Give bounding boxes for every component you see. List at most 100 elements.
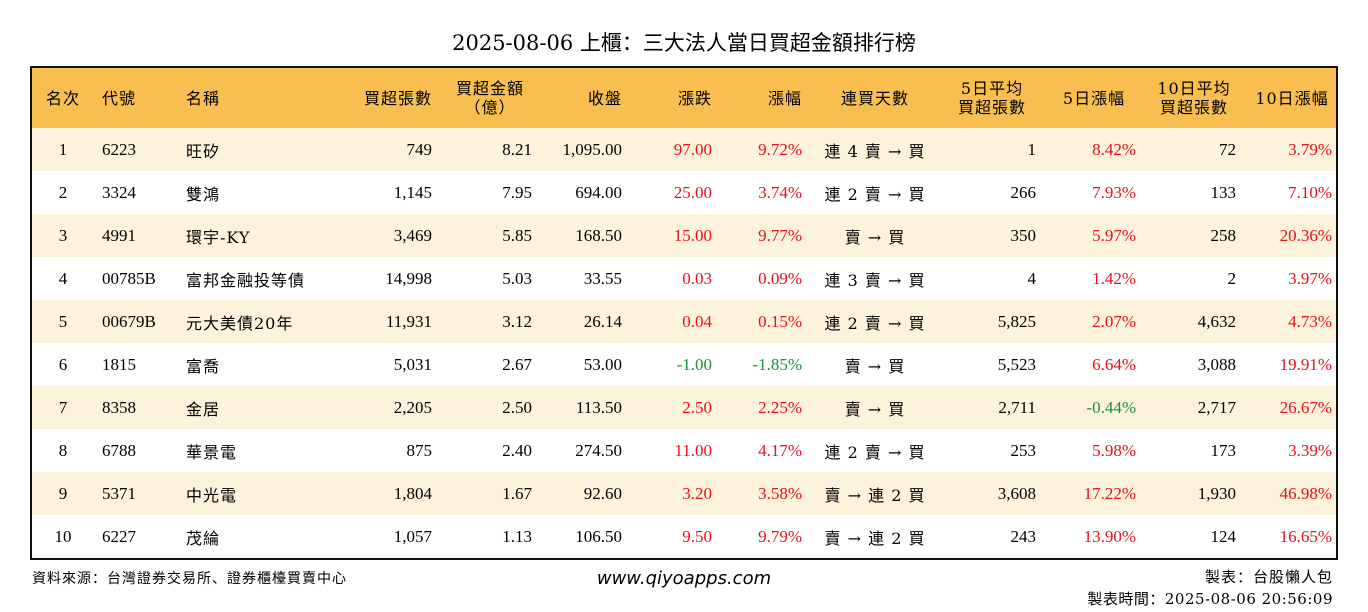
cell-shares: 14,998: [385, 268, 432, 288]
cell-rank: 5: [58, 311, 68, 331]
cell-avg10: 258: [1210, 225, 1237, 245]
cell-pct10: 4.73%: [1288, 311, 1332, 331]
cell-pct: 3.58%: [758, 483, 802, 503]
data-source-note: 資料來源：台灣證券交易所、證券櫃檯買賣中心: [32, 571, 347, 587]
cell-pct10: 3.79%: [1288, 139, 1332, 159]
col-header-avg5-line2: 買超張數: [957, 98, 1026, 117]
cell-change: 11.00: [674, 440, 712, 460]
cell-pct: 4.17%: [758, 440, 802, 460]
cell-rank: 2: [58, 182, 68, 202]
cell-amount: 2.67: [502, 354, 532, 374]
cell-rank: 3: [58, 225, 68, 245]
cell-pct: 0.15%: [758, 311, 802, 331]
cell-avg5: 5,523: [997, 354, 1036, 374]
cell-change: 2.50: [682, 397, 712, 417]
cell-streak: 賣 → 連 2 買: [824, 528, 926, 548]
cell-pct: 9.72%: [758, 139, 802, 159]
cell-streak: 連 4 賣 → 買: [824, 141, 926, 161]
cell-streak: 連 3 賣 → 買: [824, 270, 926, 290]
cell-avg10: 2: [1227, 268, 1237, 288]
cell-shares: 2,205: [393, 397, 432, 417]
col-header-avg5-line1: 5日平均: [960, 79, 1024, 98]
cell-change: 25.00: [673, 182, 712, 202]
website-link[interactable]: www.qiyoapps.com: [596, 568, 772, 589]
cell-avg5: 4: [1027, 268, 1037, 288]
cell-amount: 2.40: [502, 440, 532, 460]
cell-avg10: 72: [1219, 139, 1236, 159]
cell-close: 694.00: [575, 182, 622, 202]
cell-pct10: 7.10%: [1288, 182, 1332, 202]
cell-change: 0.03: [682, 268, 712, 288]
cell-pct5: -0.44%: [1086, 397, 1136, 417]
cell-change: 9.50: [682, 526, 712, 546]
cell-code: 6788: [102, 440, 136, 460]
cell-pct10: 19.91%: [1279, 354, 1332, 374]
cell-streak: 賣 → 連 2 買: [824, 485, 926, 505]
cell-avg10: 133: [1210, 182, 1237, 202]
cell-rank: 7: [58, 397, 68, 417]
table-body: 1 6223 旺矽 749 8.21 1,095.00 97.00 9.72% 連 4 賣 → …: [32, 128, 1336, 558]
cell-close: 53.00: [583, 354, 622, 374]
cell-pct: 9.79%: [758, 526, 802, 546]
cell-shares: 749: [406, 139, 433, 159]
col-header-avg10: 10日平均 買超張數: [1144, 68, 1244, 128]
cell-streak: 連 2 賣 → 買: [824, 313, 926, 333]
cell-amount: 8.21: [502, 139, 532, 159]
table-row: 4 00785B 富邦金融投等債 14,998 5.03 33.55 0.03 0.09% 連 …: [32, 257, 1336, 300]
cell-rank: 1: [58, 139, 68, 159]
ranking-table: 名次 代號 名稱 買超張數 買超金額 （億） 收盤 漲跌 漲幅 連買天數 5日平…: [32, 68, 1336, 558]
cell-name: 富邦金融投等債: [186, 270, 306, 290]
cell-code: 5371: [102, 483, 136, 503]
ranking-table-container: 名次 代號 名稱 買超張數 買超金額 （億） 收盤 漲跌 漲幅 連買天數 5日平…: [30, 66, 1338, 560]
col-header-code: 代號: [102, 88, 137, 108]
maker-note: 製表：台股懶人包: [1204, 568, 1333, 586]
cell-streak: 賣 → 買: [844, 356, 906, 376]
table-row: 2 3324 雙鴻 1,145 7.95 694.00 25.00 3.74% 連 2 賣 → …: [32, 171, 1336, 214]
cell-code: 8358: [102, 397, 136, 417]
cell-close: 168.50: [575, 225, 622, 245]
cell-avg5: 350: [1010, 225, 1037, 245]
cell-close: 1,095.00: [562, 139, 623, 159]
table-row: 10 6227 茂綸 1,057 1.13 106.50 9.50 9.79% 賣 → 連 2 …: [32, 515, 1336, 558]
col-header-pct5: 5日漲幅: [1062, 88, 1126, 108]
table-row: 9 5371 中光電 1,804 1.67 92.60 3.20 3.58% 賣 → 連 2 買…: [32, 472, 1336, 515]
cell-pct10: 46.98%: [1279, 483, 1332, 503]
table-row: 7 8358 金居 2,205 2.50 113.50 2.50 2.25% 賣 → 買 2,71…: [32, 386, 1336, 429]
cell-code: 6227: [102, 526, 136, 546]
cell-streak: 賣 → 買: [844, 227, 906, 247]
cell-rank: 9: [58, 483, 68, 503]
cell-shares: 1,804: [393, 483, 432, 503]
cell-avg5: 253: [1010, 440, 1037, 460]
table-row: 1 6223 旺矽 749 8.21 1,095.00 97.00 9.72% 連 4 賣 → …: [32, 128, 1336, 171]
cell-pct5: 6.64%: [1092, 354, 1136, 374]
cell-name: 環宇-KY: [186, 227, 251, 247]
cell-shares: 3,469: [393, 225, 432, 245]
cell-avg5: 2,711: [998, 397, 1036, 417]
cell-streak: 連 2 賣 → 買: [824, 442, 926, 462]
cell-streak: 連 2 賣 → 買: [824, 184, 926, 204]
cell-avg10: 3,088: [1197, 354, 1236, 374]
cell-close: 33.55: [583, 268, 622, 288]
cell-pct5: 2.07%: [1092, 311, 1136, 331]
cell-code: 00785B: [102, 268, 156, 288]
cell-pct5: 8.42%: [1092, 139, 1136, 159]
cell-pct10: 26.67%: [1279, 397, 1332, 417]
cell-name: 金居: [186, 399, 221, 419]
cell-close: 92.60: [583, 483, 622, 503]
generated-time: 製表時間：2025-08-06 20:56:09: [1087, 590, 1333, 608]
cell-pct10: 16.65%: [1279, 526, 1332, 546]
col-header-name: 名稱: [186, 88, 221, 108]
col-header-shares: 買超張數: [363, 88, 432, 108]
cell-streak: 賣 → 買: [844, 399, 906, 419]
table-row: 8 6788 華景電 875 2.40 274.50 11.00 4.17% 連 2 賣 → 買…: [32, 429, 1336, 472]
cell-change: 15.00: [673, 225, 712, 245]
cell-amount: 3.12: [502, 311, 532, 331]
cell-shares: 1,145: [393, 182, 432, 202]
cell-change: -1.00: [676, 354, 712, 374]
cell-shares: 1,057: [393, 526, 432, 546]
cell-close: 106.50: [575, 526, 622, 546]
cell-amount: 1.67: [502, 483, 532, 503]
table-row: 3 4991 環宇-KY 3,469 5.85 168.50 15.00 9.77% 賣 → 買…: [32, 214, 1336, 257]
cell-pct: 2.25%: [758, 397, 802, 417]
cell-pct: 0.09%: [758, 268, 802, 288]
